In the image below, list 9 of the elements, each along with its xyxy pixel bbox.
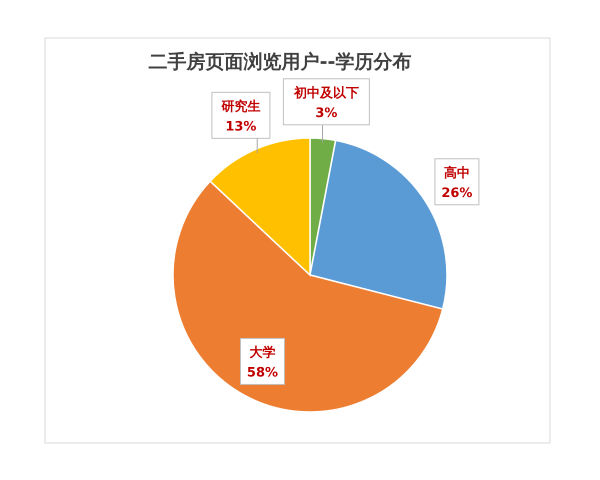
data-label: 58% bbox=[246, 365, 278, 380]
data-label: 26% bbox=[441, 186, 472, 201]
data-label: 3% bbox=[315, 106, 338, 121]
data-label: 13% bbox=[225, 119, 256, 134]
slice-label: 高中 bbox=[444, 164, 470, 181]
chart-title: 二手房页面浏览用户--学历分布 bbox=[148, 51, 412, 73]
slice-label: 初中及以下 bbox=[292, 84, 359, 101]
slice-label: 大学 bbox=[249, 345, 276, 360]
slice-label: 研究生 bbox=[220, 98, 260, 114]
